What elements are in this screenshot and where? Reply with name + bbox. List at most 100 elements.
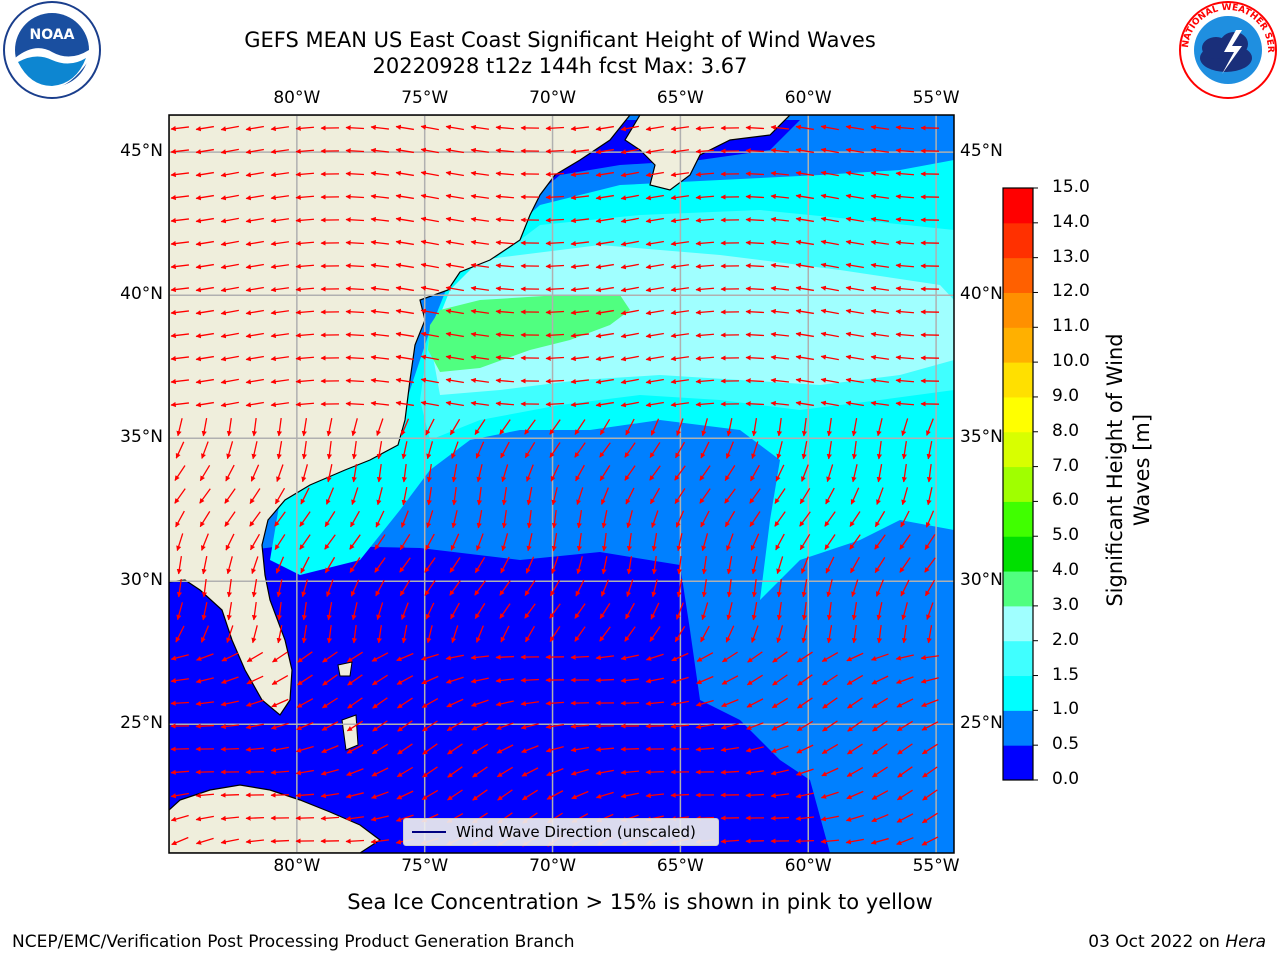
wave-arrow-790 bbox=[545, 700, 565, 706]
wave-arrow-780 bbox=[296, 698, 314, 708]
wave-arrow-714 bbox=[196, 653, 214, 661]
wave-arrow-80 bbox=[620, 171, 639, 178]
wave-arrow-395 bbox=[745, 401, 765, 407]
wave-arrow-654 bbox=[251, 601, 257, 621]
wave-arrow-431 bbox=[876, 418, 883, 437]
wave-arrow-613 bbox=[776, 556, 784, 575]
wave-arrow-215 bbox=[895, 263, 915, 269]
wave-arrow-658 bbox=[351, 602, 358, 621]
wave-arrow-17 bbox=[595, 125, 614, 132]
wave-arrow-840 bbox=[245, 746, 265, 753]
wave-arrow-510 bbox=[526, 487, 533, 506]
wave-arrow-825 bbox=[645, 723, 665, 729]
colorbar-segment-14 bbox=[1003, 257, 1033, 293]
wave-arrow-259 bbox=[445, 308, 464, 315]
wave-arrow-383 bbox=[445, 400, 464, 407]
wave-arrow-41 bbox=[420, 147, 439, 154]
wave-arrow-915 bbox=[571, 790, 589, 800]
wave-arrow-841 bbox=[270, 746, 289, 753]
wave-arrow-739 bbox=[821, 651, 839, 663]
wave-arrow-749 bbox=[297, 674, 313, 686]
wave-arrow-514 bbox=[625, 487, 635, 505]
wave-arrow-127 bbox=[245, 217, 264, 224]
wave-arrow-252 bbox=[270, 310, 290, 316]
wave-arrow-121 bbox=[870, 193, 890, 199]
wave-arrow-120 bbox=[845, 193, 864, 200]
wave-arrow-561 bbox=[249, 533, 261, 551]
wave-arrow-166 bbox=[445, 239, 464, 246]
wave-arrow-639 bbox=[651, 579, 658, 598]
wave-arrow-275 bbox=[845, 308, 864, 315]
legend-line-icon bbox=[412, 831, 446, 833]
wave-arrow-359 bbox=[620, 378, 639, 385]
wave-arrow-596 bbox=[349, 557, 361, 573]
wave-arrow-938 bbox=[370, 815, 389, 822]
wave-arrow-108 bbox=[545, 194, 565, 200]
colorbar-segment-11 bbox=[1003, 362, 1033, 398]
wave-arrow-172 bbox=[595, 240, 614, 247]
wave-arrow-237 bbox=[670, 287, 690, 293]
wave-arrow-136 bbox=[470, 216, 490, 222]
wave-arrow-156 bbox=[195, 240, 214, 247]
wave-arrow-783 bbox=[372, 697, 388, 709]
wave-arrow-179 bbox=[770, 239, 790, 246]
wave-arrow-754 bbox=[421, 675, 439, 685]
wave-arrow-509 bbox=[501, 487, 507, 506]
wave-arrow-295 bbox=[570, 332, 590, 339]
wave-arrow-597 bbox=[374, 557, 386, 573]
wave-arrow-859 bbox=[720, 747, 739, 753]
wave-arrow-961 bbox=[171, 836, 189, 846]
wave-arrow-586 bbox=[874, 534, 886, 550]
wave-arrow-906 bbox=[345, 792, 364, 799]
wave-arrow-895 bbox=[846, 767, 864, 777]
wave-arrow-312 bbox=[220, 355, 239, 362]
wave-arrow-541 bbox=[526, 509, 533, 529]
wave-arrow-303 bbox=[770, 331, 790, 338]
wave-arrow-296 bbox=[595, 332, 614, 339]
wave-arrow-389 bbox=[595, 401, 614, 408]
wave-arrow-776 bbox=[195, 700, 215, 707]
wave-arrow-793 bbox=[620, 700, 640, 706]
wave-arrow-385 bbox=[495, 401, 515, 407]
wave-arrow-862 bbox=[796, 744, 814, 754]
wave-arrow-693 bbox=[451, 625, 459, 644]
wave-arrow-594 bbox=[300, 556, 310, 574]
wave-arrow-290 bbox=[445, 331, 464, 338]
wave-arrow-531 bbox=[274, 511, 286, 527]
wave-arrow-325 bbox=[545, 355, 565, 361]
wave-arrow-16 bbox=[570, 125, 590, 132]
wave-arrow-434 bbox=[175, 441, 185, 459]
wave-arrow-712 bbox=[926, 625, 933, 644]
wave-arrow-421 bbox=[625, 418, 635, 436]
wave-arrow-797 bbox=[721, 699, 739, 708]
wave-arrow-634 bbox=[524, 580, 536, 596]
wave-arrow-143 bbox=[645, 217, 664, 224]
wave-arrow-246 bbox=[895, 286, 915, 292]
wave-arrow-847 bbox=[422, 743, 438, 755]
wave-arrow-526 bbox=[926, 487, 933, 506]
wave-arrow-672 bbox=[701, 602, 709, 621]
wave-arrow-43 bbox=[470, 147, 490, 153]
wave-arrow-474 bbox=[401, 463, 408, 483]
wave-arrow-319 bbox=[395, 354, 414, 361]
wave-arrow-148 bbox=[770, 216, 790, 223]
wave-arrow-820 bbox=[520, 723, 539, 730]
wave-arrow-500 bbox=[274, 487, 286, 505]
wave-arrow-845 bbox=[371, 743, 389, 755]
wave-arrow-446 bbox=[475, 441, 485, 459]
wave-arrow-501 bbox=[300, 487, 310, 505]
wave-arrow-803 bbox=[871, 697, 889, 709]
colorbar-segment-0 bbox=[1003, 745, 1033, 781]
wave-arrow-160 bbox=[295, 240, 315, 246]
footer-host: Hera bbox=[1225, 932, 1266, 952]
wave-arrow-464 bbox=[926, 441, 933, 460]
wave-arrow-928 bbox=[896, 789, 913, 801]
wave-arrow-904 bbox=[295, 792, 315, 798]
wave-arrow-545 bbox=[626, 510, 633, 529]
wave-arrow-283 bbox=[270, 333, 290, 339]
wave-arrow-242 bbox=[795, 285, 814, 292]
wave-arrow-777 bbox=[220, 700, 239, 707]
wave-arrow-808 bbox=[220, 723, 240, 730]
band-3.0-4.0 bbox=[428, 295, 630, 372]
wave-arrow-345 bbox=[270, 379, 290, 385]
